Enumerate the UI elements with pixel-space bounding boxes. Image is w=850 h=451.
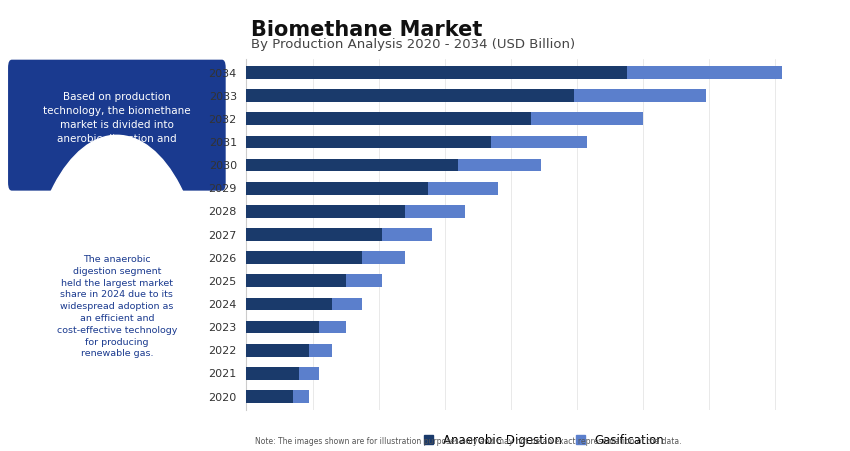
Bar xyxy=(626,66,782,79)
Bar xyxy=(246,182,428,194)
Bar xyxy=(428,182,498,194)
Bar xyxy=(246,298,332,310)
Bar xyxy=(246,159,458,171)
Bar xyxy=(574,89,706,102)
Text: Note: The images shown are for illustration purposes only and may not be an exac: Note: The images shown are for illustrat… xyxy=(255,437,682,446)
Bar xyxy=(246,228,382,241)
Text: Biomethane Market: Biomethane Market xyxy=(251,20,482,40)
Bar xyxy=(246,112,530,125)
Text: MARKET RESEARCH: MARKET RESEARCH xyxy=(73,43,161,52)
Bar xyxy=(246,251,362,264)
Bar xyxy=(246,89,574,102)
Bar xyxy=(246,344,309,357)
Bar xyxy=(246,321,320,333)
Circle shape xyxy=(28,135,206,451)
Bar xyxy=(362,251,405,264)
Text: The anaerobic
digestion segment
held the largest market
share in 2024 due to its: The anaerobic digestion segment held the… xyxy=(57,255,177,359)
Bar xyxy=(309,344,332,357)
Bar xyxy=(320,321,346,333)
Bar xyxy=(246,136,491,148)
Text: ✶ POLARIS: ✶ POLARIS xyxy=(71,26,163,41)
FancyBboxPatch shape xyxy=(7,59,227,192)
Bar xyxy=(405,205,465,218)
Text: By Production Analysis 2020 - 2034 (USD Billion): By Production Analysis 2020 - 2034 (USD … xyxy=(251,38,575,51)
Bar xyxy=(491,136,587,148)
Bar xyxy=(246,390,292,403)
Bar xyxy=(458,159,541,171)
Bar xyxy=(346,275,382,287)
Bar xyxy=(332,298,362,310)
Legend: Anaerobic Digestion, Gasification: Anaerobic Digestion, Gasification xyxy=(423,434,665,447)
Text: Source:www.polarismarketresearch.com: Source:www.polarismarketresearch.com xyxy=(40,437,194,446)
Bar xyxy=(246,205,405,218)
Bar xyxy=(299,367,320,380)
Bar xyxy=(246,66,626,79)
Bar xyxy=(246,367,299,380)
Text: Based on production
technology, the biomethane
market is divided into
anerobic d: Based on production technology, the biom… xyxy=(43,92,190,158)
Bar xyxy=(246,275,346,287)
Bar xyxy=(292,390,309,403)
Bar xyxy=(382,228,432,241)
Bar xyxy=(530,112,643,125)
